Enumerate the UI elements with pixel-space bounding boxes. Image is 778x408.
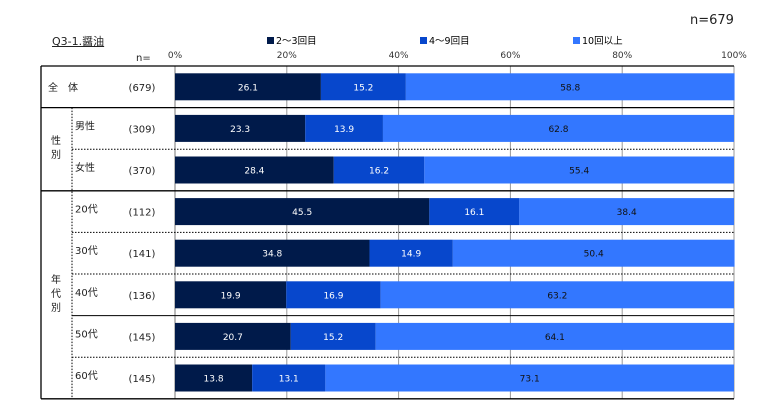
n-value: (141)	[129, 249, 156, 260]
category-label: 全 体	[48, 81, 78, 94]
n-column-label: n=	[136, 53, 151, 64]
n-value: (145)	[129, 374, 156, 385]
x-tick-label: 80%	[612, 51, 632, 61]
x-tick-label: 40%	[389, 51, 409, 61]
bar-segment	[305, 114, 383, 142]
data-label: 45.5	[292, 208, 312, 218]
data-label: 34.8	[262, 250, 282, 260]
data-label: 16.1	[464, 208, 484, 218]
bar-segment	[175, 114, 306, 142]
data-label: 13.8	[204, 375, 224, 385]
x-tick-label: 60%	[500, 51, 520, 61]
n-value: (370)	[129, 166, 156, 177]
data-label: 19.9	[221, 291, 241, 301]
bar-segment	[175, 156, 334, 184]
category-label: 40代	[75, 287, 98, 299]
data-label: 14.9	[401, 250, 421, 260]
bar-segment	[252, 364, 326, 392]
bar-segment	[175, 198, 430, 226]
legend-item-1: 4〜9回目	[420, 33, 470, 47]
bar-segment	[290, 322, 376, 350]
legend-label: 10回以上	[582, 36, 623, 47]
data-label: 55.4	[569, 167, 589, 177]
bar-segment	[175, 364, 253, 392]
data-label: 15.2	[323, 333, 343, 343]
x-tick-label: 0%	[168, 51, 183, 61]
bar-segment	[320, 73, 406, 101]
n-value: (309)	[129, 124, 156, 135]
chart-title: Q3-1.醤油	[52, 35, 105, 48]
bar-segment	[175, 281, 287, 309]
category-label: 60代	[75, 370, 98, 382]
data-label: 58.8	[560, 83, 580, 93]
data-label: 73.1	[520, 375, 540, 385]
category-label: 30代	[75, 245, 98, 257]
bar-segment	[424, 156, 734, 184]
data-label: 50.4	[584, 250, 604, 260]
n-value: (136)	[129, 291, 156, 302]
n-value: (145)	[129, 332, 156, 343]
bar-segment	[405, 73, 735, 101]
data-label: 26.1	[238, 83, 258, 93]
category-label: 男性	[75, 119, 95, 132]
bar-segment	[452, 239, 735, 267]
data-label: 28.4	[244, 167, 264, 177]
bar-segment	[382, 114, 734, 142]
bar-segment	[325, 364, 734, 392]
legend-label: 4〜9回目	[429, 36, 470, 47]
bar-segment	[429, 198, 520, 226]
legend-item-2: 10回以上	[573, 33, 623, 47]
data-label: 13.1	[279, 375, 299, 385]
legend-item-0: 2〜3回目	[267, 33, 317, 47]
total-n: n=679	[690, 13, 734, 28]
legend-swatch	[420, 36, 427, 44]
data-label: 63.2	[547, 291, 567, 301]
bar-segment	[333, 156, 425, 184]
bar-segment	[286, 281, 381, 309]
data-label: 20.7	[223, 333, 243, 343]
data-label: 64.1	[545, 333, 565, 343]
category-label: 女性	[75, 161, 95, 174]
bar-segment	[380, 281, 734, 309]
data-label: 16.2	[369, 167, 389, 177]
bar-segment	[175, 239, 370, 267]
x-tick-label: 100%	[721, 51, 747, 61]
data-label: 23.3	[230, 125, 250, 135]
data-label: 62.8	[548, 125, 568, 135]
legend-swatch	[267, 36, 274, 44]
bar-segment	[519, 198, 734, 226]
group-label-age: 年代別	[51, 274, 61, 314]
data-label: 15.2	[353, 83, 373, 93]
data-label: 38.4	[617, 208, 637, 218]
n-value: (112)	[129, 208, 156, 219]
bar-segment	[175, 73, 321, 101]
legend-label: 2〜3回目	[276, 36, 317, 47]
bar-segment	[175, 322, 291, 350]
data-label: 16.9	[323, 291, 343, 301]
category-label: 50代	[75, 328, 98, 340]
bar-segment	[375, 322, 734, 350]
n-value: (679)	[129, 83, 156, 94]
data-label: 13.9	[334, 125, 354, 135]
group-label-gender: 性別	[51, 136, 61, 162]
x-tick-label: 20%	[277, 51, 297, 61]
bar-segment	[369, 239, 453, 267]
category-label: 20代	[75, 204, 98, 216]
legend-swatch	[573, 36, 580, 44]
